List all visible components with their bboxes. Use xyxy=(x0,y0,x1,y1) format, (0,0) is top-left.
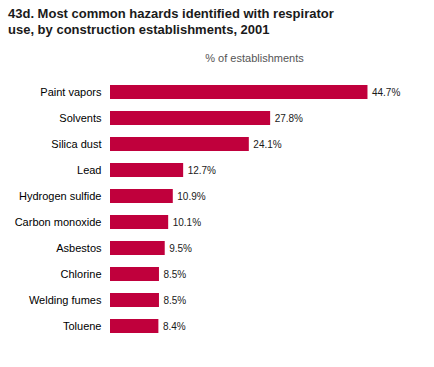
svg-text:Hydrogen sulfide: Hydrogen sulfide xyxy=(19,190,102,202)
svg-text:44.7%: 44.7% xyxy=(372,87,400,98)
svg-text:Welding fumes: Welding fumes xyxy=(29,294,102,306)
svg-text:9.5%: 9.5% xyxy=(169,243,192,254)
svg-text:Solvents: Solvents xyxy=(59,112,102,124)
svg-text:Asbestos: Asbestos xyxy=(56,242,102,254)
svg-text:27.8%: 27.8% xyxy=(275,113,303,124)
svg-text:8.5%: 8.5% xyxy=(163,269,186,280)
svg-text:10.9%: 10.9% xyxy=(177,191,205,202)
svg-text:8.5%: 8.5% xyxy=(163,295,186,306)
svg-text:Carbon monoxide: Carbon monoxide xyxy=(15,216,102,228)
svg-text:Paint vapors: Paint vapors xyxy=(40,86,102,98)
svg-text:12.7%: 12.7% xyxy=(188,165,216,176)
svg-text:Toluene: Toluene xyxy=(63,320,102,332)
svg-text:Lead: Lead xyxy=(77,164,101,176)
svg-text:24.1%: 24.1% xyxy=(253,139,281,150)
svg-text:Silica dust: Silica dust xyxy=(51,138,101,150)
html-text:43d. Most common hazards ident: 43d. Most common hazards identified with… xyxy=(8,6,334,37)
svg-text:8.4%: 8.4% xyxy=(163,321,186,332)
svg-text:Chlorine: Chlorine xyxy=(61,268,102,280)
svg-text:% of establishments: % of establishments xyxy=(205,52,304,64)
svg-text:10.1%: 10.1% xyxy=(173,217,201,228)
